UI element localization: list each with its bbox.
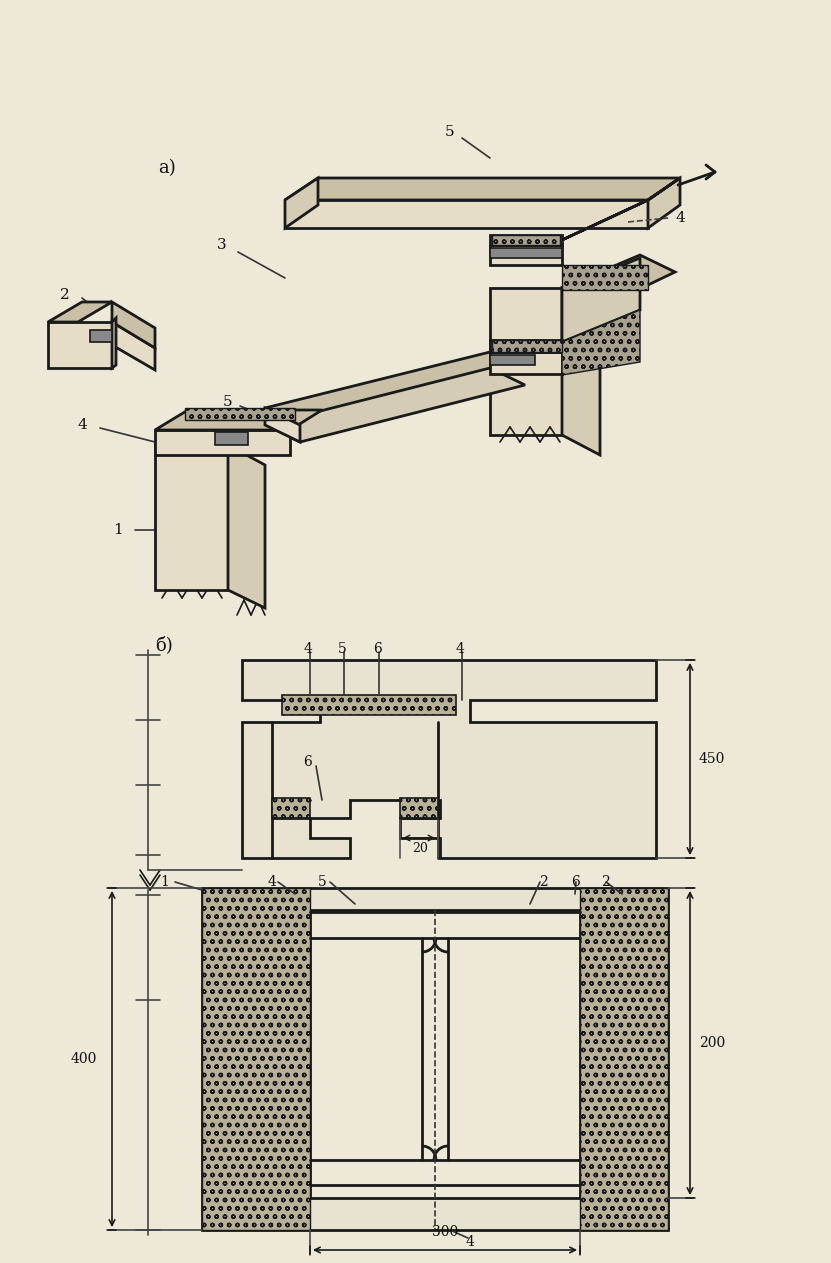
- Polygon shape: [490, 235, 562, 245]
- Polygon shape: [228, 445, 265, 608]
- Polygon shape: [490, 288, 562, 434]
- Polygon shape: [648, 178, 680, 229]
- Polygon shape: [265, 352, 525, 426]
- Text: 3: 3: [217, 237, 227, 253]
- Text: 4: 4: [268, 875, 277, 889]
- Polygon shape: [265, 368, 525, 442]
- Text: 5: 5: [337, 642, 347, 655]
- Polygon shape: [400, 798, 438, 818]
- Polygon shape: [490, 248, 562, 258]
- Polygon shape: [492, 235, 560, 245]
- Polygon shape: [490, 245, 562, 265]
- Polygon shape: [285, 200, 648, 229]
- Polygon shape: [185, 408, 295, 421]
- Polygon shape: [48, 302, 112, 322]
- Polygon shape: [562, 288, 600, 455]
- Polygon shape: [490, 340, 562, 352]
- Polygon shape: [48, 322, 112, 368]
- Polygon shape: [490, 352, 562, 374]
- Text: 400: 400: [71, 1052, 97, 1066]
- Polygon shape: [202, 888, 668, 1230]
- Text: 6: 6: [303, 755, 312, 769]
- Text: 1: 1: [113, 523, 123, 537]
- Polygon shape: [492, 340, 562, 352]
- Polygon shape: [155, 445, 228, 590]
- Polygon shape: [490, 355, 535, 365]
- Polygon shape: [282, 695, 456, 715]
- Polygon shape: [562, 178, 680, 240]
- Polygon shape: [155, 429, 290, 455]
- Text: 4: 4: [465, 1235, 475, 1249]
- Polygon shape: [215, 432, 248, 445]
- Polygon shape: [310, 911, 580, 1199]
- Text: 5: 5: [445, 125, 455, 139]
- Polygon shape: [112, 322, 155, 370]
- Polygon shape: [562, 265, 648, 290]
- Text: 2: 2: [601, 875, 609, 889]
- Text: 300: 300: [432, 1225, 458, 1239]
- Polygon shape: [580, 888, 668, 1230]
- Polygon shape: [112, 318, 116, 368]
- Text: 200: 200: [699, 1036, 725, 1050]
- Text: 5: 5: [224, 395, 233, 409]
- Text: 450: 450: [699, 751, 725, 765]
- Text: 5: 5: [317, 875, 327, 889]
- Polygon shape: [265, 408, 300, 442]
- Text: 2: 2: [60, 288, 70, 302]
- Polygon shape: [272, 798, 310, 818]
- Polygon shape: [562, 309, 640, 375]
- Polygon shape: [90, 330, 112, 342]
- Polygon shape: [202, 888, 310, 1230]
- Text: 2: 2: [538, 875, 548, 889]
- Polygon shape: [285, 178, 318, 229]
- Text: 6: 6: [374, 642, 382, 655]
- Text: б): б): [155, 637, 173, 654]
- Text: 1: 1: [160, 875, 170, 889]
- Text: 4: 4: [675, 211, 685, 225]
- Text: 4: 4: [77, 418, 87, 432]
- Text: 4: 4: [455, 642, 465, 655]
- Text: а): а): [158, 159, 175, 177]
- Polygon shape: [562, 258, 640, 342]
- Text: 20: 20: [412, 841, 428, 855]
- Polygon shape: [562, 255, 675, 308]
- Polygon shape: [155, 410, 322, 429]
- Polygon shape: [242, 661, 656, 858]
- Polygon shape: [285, 178, 680, 200]
- Text: 6: 6: [571, 875, 579, 889]
- Text: 4: 4: [303, 642, 312, 655]
- Polygon shape: [112, 302, 155, 349]
